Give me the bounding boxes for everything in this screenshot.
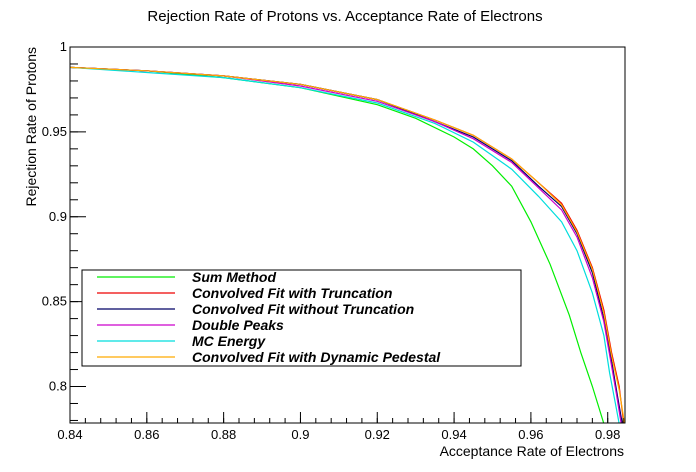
series-layer [70,66,625,423]
y-axis-title: Rejection Rate of Protons [23,47,39,207]
legend-label: Convolved Fit with Dynamic Pedestal [192,349,441,365]
chart-title: Rejection Rate of Protons vs. Acceptance… [147,8,542,25]
x-tick-label: 0.96 [518,427,543,442]
plot-frame [69,46,626,424]
x-axis-title: Acceptance Rate of Electrons [440,443,624,459]
x-tick-label: 0.86 [134,427,159,442]
x-tick-label: 0.94 [441,427,466,442]
x-tick-label: 0.92 [365,427,390,442]
legend-label: Double Peaks [192,317,284,333]
legend-box [81,269,522,367]
legend-label: MC Energy [192,333,266,349]
x-tick-label: 0.98 [595,427,620,442]
x-tick-label: 0.88 [211,427,236,442]
y-tick-label: 1 [60,39,67,54]
x-axis: 0.84 0.86 0.88 0.9 0.92 0.94 0.96 0.98 [57,412,624,442]
y-tick-label: 0.95 [42,124,67,139]
legend-label: Convolved Fit with Truncation [192,285,392,301]
legend-label: Convolved Fit without Truncation [192,301,414,317]
legend-label: Sum Method [192,269,276,285]
series-line-5 [70,66,620,423]
series-line-4 [70,66,622,423]
y-axis: 0.8 0.85 0.9 0.95 1 [42,39,86,421]
series-line-6 [70,66,625,423]
y-tick-label: 0.8 [49,379,67,394]
x-tick-label: 0.9 [291,427,309,442]
y-tick-label: 0.85 [42,294,67,309]
x-tick-label: 0.84 [57,427,82,442]
y-tick-label: 0.9 [49,209,67,224]
